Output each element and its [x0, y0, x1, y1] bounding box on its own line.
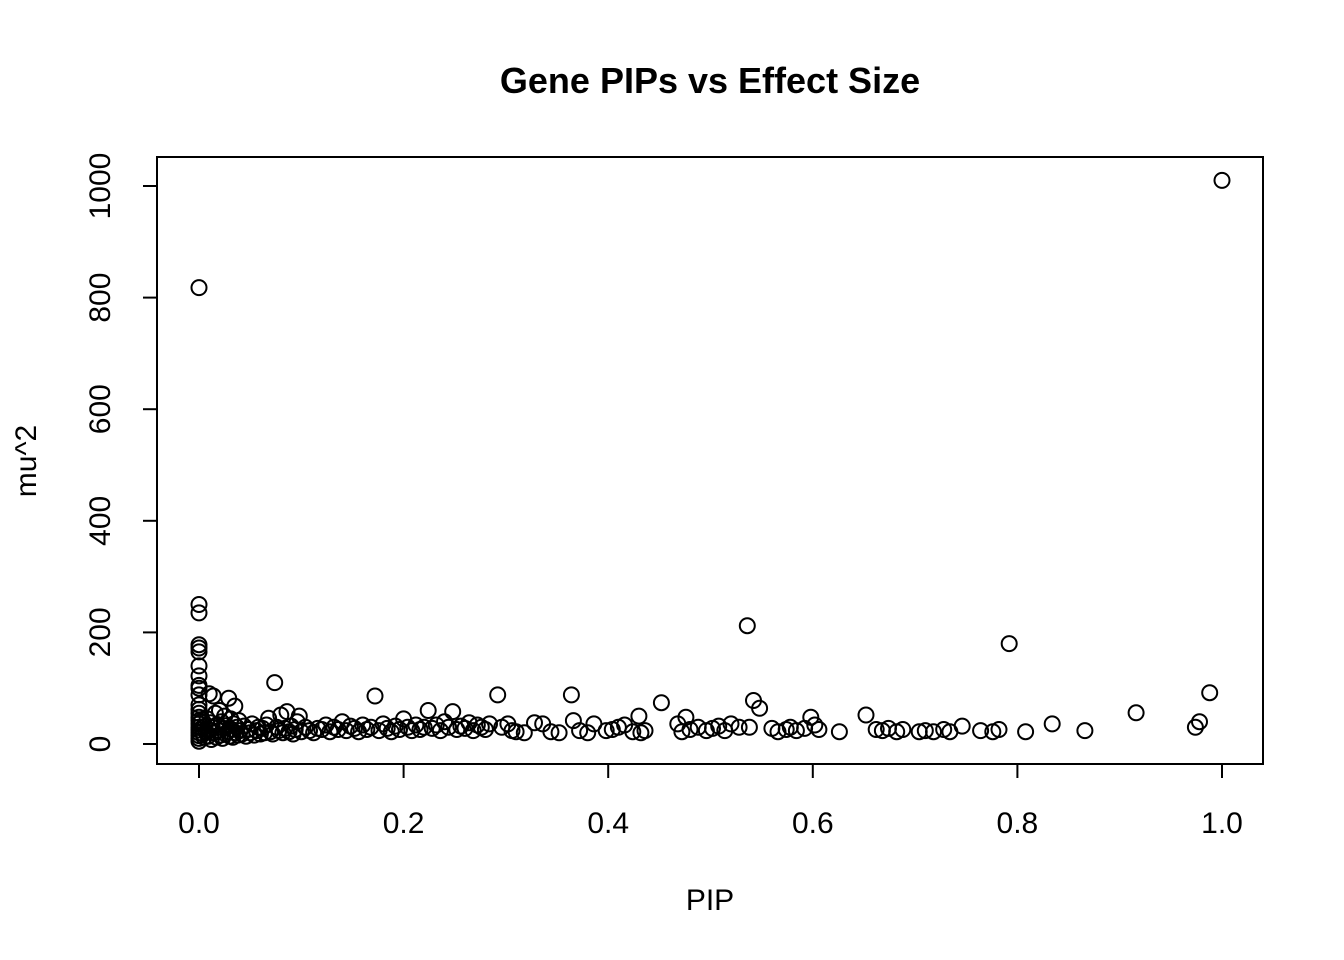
data-point: [677, 708, 695, 726]
data-point: [507, 723, 525, 741]
plot-frame: [156, 156, 1264, 765]
data-point: [990, 721, 1008, 738]
data-point: [266, 674, 284, 692]
data-point: [204, 687, 222, 705]
data-point: [190, 279, 208, 297]
data-point: [802, 708, 820, 726]
x-tick-label: 0.0: [178, 807, 220, 840]
data-point: [806, 716, 824, 734]
x-tick-label: 0.8: [997, 807, 1039, 840]
data-point: [391, 721, 408, 738]
chart-title: Gene PIPs vs Effect Size: [500, 60, 920, 101]
data-point: [867, 721, 885, 738]
data-point: [636, 722, 654, 740]
y-tick-label: 200: [84, 607, 117, 657]
data-point: [597, 722, 615, 740]
data-point: [740, 718, 758, 736]
data-point: [440, 718, 458, 736]
data-point: [292, 723, 310, 741]
data-point: [190, 667, 208, 685]
data-point: [190, 657, 208, 675]
data-point: [1191, 713, 1208, 731]
data-point: [722, 715, 740, 733]
x-axis-label: PIP: [686, 884, 734, 917]
data-point: [399, 718, 417, 736]
x-tick-label: 1.0: [1201, 807, 1243, 840]
data-point: [1127, 704, 1145, 722]
y-axis: 0 200 400 600 800 1000: [84, 153, 158, 753]
y-tick-label: 600: [84, 384, 117, 434]
data-point: [526, 714, 543, 732]
data-point: [346, 719, 363, 737]
data-point: [337, 722, 355, 740]
data-point: [1076, 722, 1094, 740]
data-point: [415, 718, 433, 736]
data-point: [1213, 171, 1231, 189]
data-point: [787, 722, 805, 740]
data-point: [972, 722, 990, 740]
y-tick-label: 0: [84, 736, 117, 753]
data-point: [751, 699, 769, 717]
data-point: [305, 724, 323, 742]
data-point: [190, 604, 208, 622]
data-point: [354, 716, 372, 734]
data-point: [378, 719, 396, 737]
data-point: [681, 721, 699, 738]
data-point: [562, 686, 580, 704]
data-point: [329, 721, 347, 738]
data-point: [313, 721, 331, 738]
data-point: [1000, 635, 1018, 653]
data-point: [419, 702, 437, 719]
data-point: [190, 679, 208, 697]
data-point: [515, 724, 533, 742]
data-point: [481, 715, 498, 733]
data-point: [206, 704, 224, 722]
data-point: [652, 694, 670, 712]
data-point: [810, 721, 828, 738]
data-point: [321, 723, 339, 741]
y-tick-label: 800: [84, 273, 117, 323]
x-tick-label: 0.6: [792, 807, 834, 840]
data-point: [738, 617, 756, 635]
data-point: [730, 718, 748, 736]
data-point: [916, 722, 934, 740]
data-point: [366, 687, 384, 705]
y-tick-label: 400: [84, 496, 117, 546]
data-point: [624, 723, 642, 741]
data-point: [1043, 715, 1061, 733]
data-point: [542, 723, 560, 741]
data-point: [857, 706, 875, 724]
data-point: [1017, 723, 1035, 741]
y-axis-label: mu^2: [10, 425, 43, 497]
data-point: [1201, 684, 1219, 702]
data-point: [953, 717, 971, 735]
data-point: [362, 718, 380, 736]
data-point: [630, 707, 648, 725]
x-tick-label: 0.2: [383, 807, 425, 840]
data-point: [190, 596, 208, 613]
x-axis: 0.0 0.2 0.4 0.6 0.8 1.0: [178, 763, 1243, 840]
data-point: [407, 716, 425, 734]
data-point: [211, 702, 228, 719]
data-point: [894, 721, 912, 738]
data-point: [571, 722, 589, 740]
data-point: [489, 686, 507, 704]
data-point: [925, 723, 942, 741]
data-point: [431, 722, 449, 740]
data-points: [190, 171, 1231, 750]
x-tick-label: 0.4: [587, 807, 629, 840]
data-point: [444, 703, 462, 721]
data-point: [550, 724, 568, 742]
data-point: [830, 723, 848, 741]
y-tick-label: 1000: [84, 153, 117, 220]
data-point: [579, 724, 597, 742]
